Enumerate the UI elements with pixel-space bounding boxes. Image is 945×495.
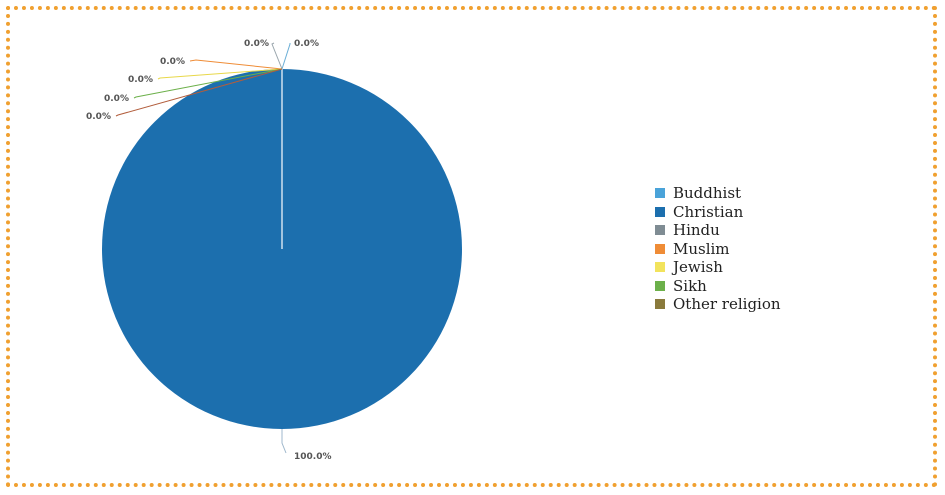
leader-line-muslim: [189, 59, 283, 70]
legend-label-muslim: Muslim: [673, 239, 730, 258]
legend-label-hindu: Hindu: [673, 221, 720, 240]
slice-label-hindu: 0.0%: [244, 39, 269, 49]
legend-label-buddhist: Buddhist: [673, 184, 742, 203]
legend-swatch-other-religion: [655, 299, 665, 310]
legend-label-jewish: Jewish: [673, 258, 723, 277]
leader-line-jewish: [157, 68, 283, 80]
leader-line-hindu: [271, 42, 283, 70]
leader-line-christian: [281, 429, 287, 454]
legend-swatch-christian: [655, 206, 665, 217]
legend-item-buddhist: Buddhist: [655, 184, 781, 203]
slice-label-christian: 100.0%: [294, 452, 332, 462]
legend-swatch-muslim: [655, 243, 665, 254]
slice-label-muslim: 0.0%: [160, 57, 185, 67]
legend-swatch-buddhist: [655, 188, 665, 199]
leader-line-other-religion: [115, 68, 283, 117]
dotted-frame: [6, 6, 937, 487]
slice-label-jewish: 0.0%: [128, 75, 153, 85]
leader-line-buddhist: [281, 43, 291, 70]
legend-label-other-religion: Other religion: [673, 295, 781, 314]
legend-item-jewish: Jewish: [655, 258, 781, 277]
legend-item-muslim: Muslim: [655, 240, 781, 259]
slice-label-sikh: 0.0%: [104, 94, 129, 104]
slice-label-buddhist: 0.0%: [294, 39, 319, 49]
legend-label-sikh: Sikh: [673, 276, 707, 295]
legend-item-hindu: Hindu: [655, 221, 781, 240]
legend-swatch-hindu: [655, 225, 665, 236]
legend-label-christian: Christian: [673, 202, 744, 221]
slice-label-other-religion: 0.0%: [86, 112, 111, 122]
chart-legend: Buddhist Christian Hindu Muslim Jewish Sikh Ot…: [655, 184, 781, 314]
legend-swatch-sikh: [655, 280, 665, 291]
legend-swatch-jewish: [655, 262, 665, 273]
leader-line-sikh: [133, 68, 283, 99]
legend-item-sikh: Sikh: [655, 277, 781, 296]
legend-item-christian: Christian: [655, 203, 781, 222]
legend-item-other-religion: Other religion: [655, 295, 781, 314]
